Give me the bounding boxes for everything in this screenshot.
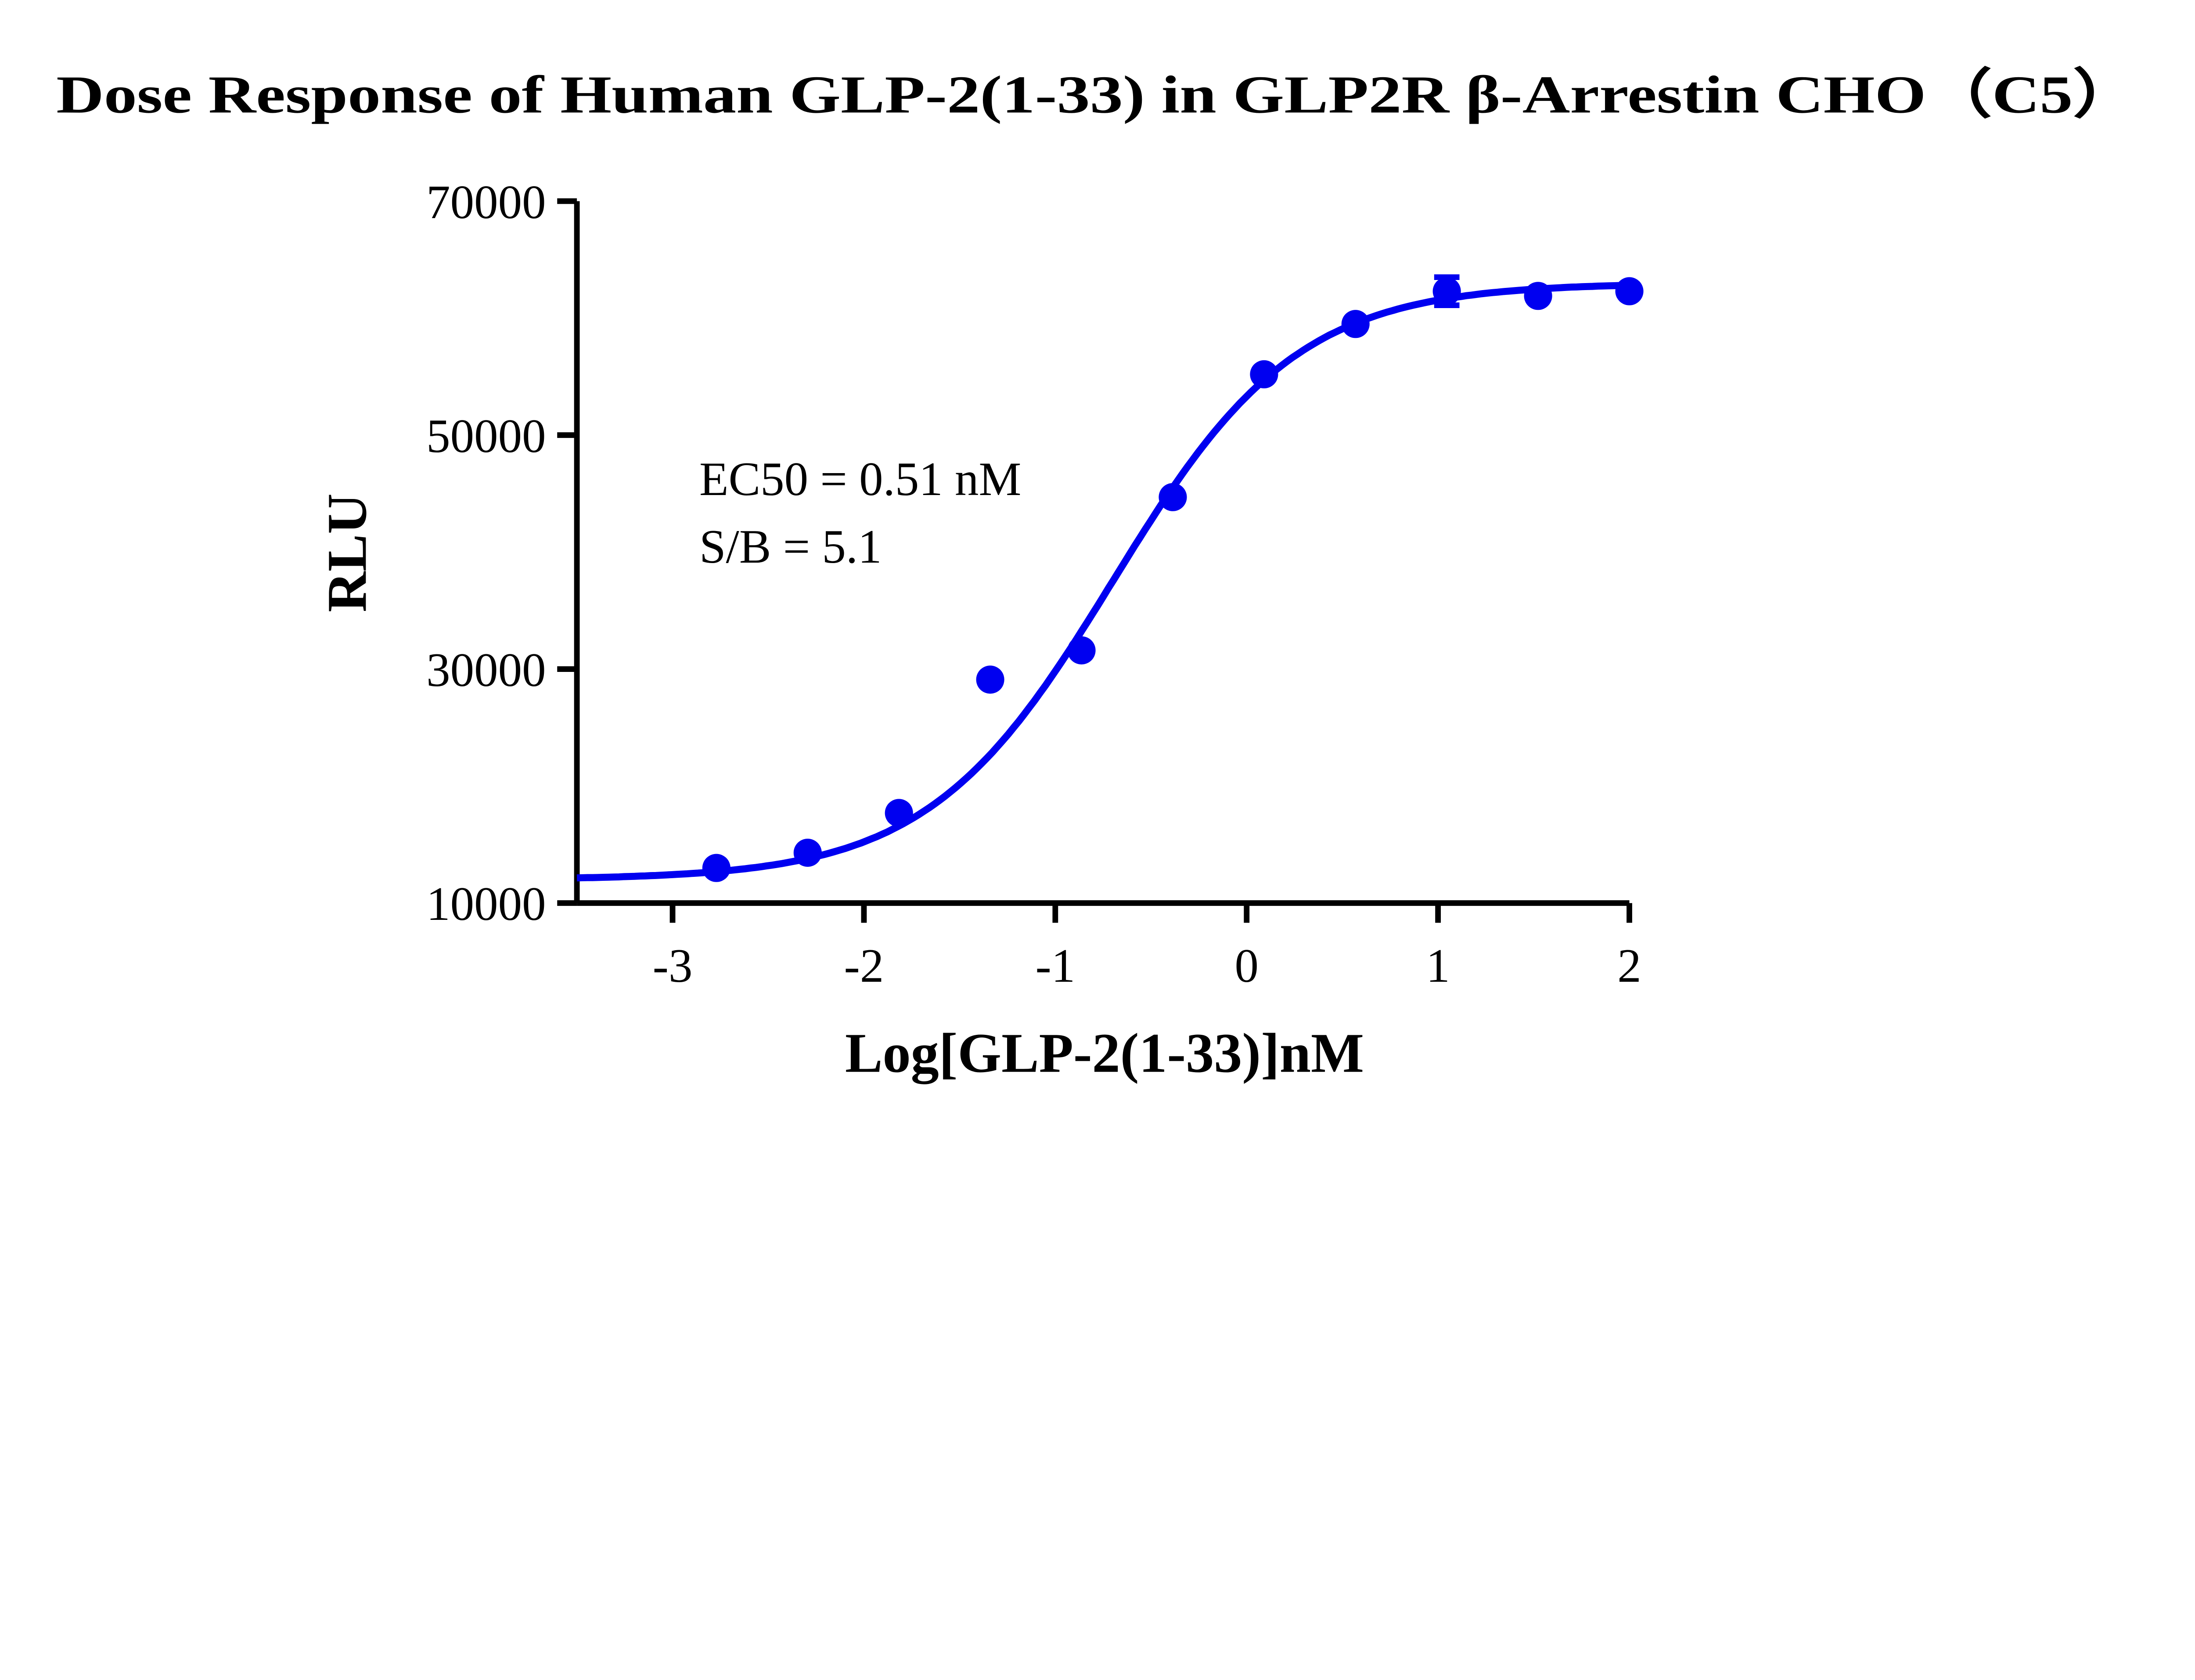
- data-point: [702, 854, 730, 882]
- ec50-annotation: EC50 = 0.51 nM: [699, 452, 1021, 506]
- data-point: [1250, 360, 1278, 388]
- plot-marks: [576, 274, 1644, 882]
- y-axis-label: RLU: [316, 493, 378, 612]
- fit-curve: [576, 281, 1630, 882]
- y-tick-label: 70000: [426, 176, 546, 229]
- y-tick-label: 50000: [426, 409, 546, 463]
- sb-annotation: S/B = 5.1: [699, 520, 882, 573]
- data-point: [885, 799, 913, 827]
- x-tick-label: 2: [1617, 939, 1641, 992]
- x-tick-label: -2: [844, 939, 884, 992]
- axes: -3 -2 -1 0 1 2 10000 30000 50000 70000: [426, 176, 1641, 992]
- data-point: [1524, 282, 1552, 310]
- data-point: [1432, 277, 1461, 305]
- data-point: [1341, 310, 1370, 338]
- y-tick-label: 30000: [426, 643, 546, 696]
- chart-title: Dose Response of Human GLP-2(1-33) in GL…: [56, 65, 2139, 124]
- x-tick-label: 0: [1235, 939, 1259, 992]
- x-tick-label: 1: [1426, 939, 1450, 992]
- data-point: [1159, 483, 1187, 511]
- x-tick-label: -1: [1035, 939, 1075, 992]
- data-point: [793, 839, 822, 867]
- data-point: [1615, 277, 1644, 305]
- x-tick-label: -3: [653, 939, 693, 992]
- data-point: [1067, 636, 1096, 664]
- dose-response-chart: Dose Response of Human GLP-2(1-33) in GL…: [56, 65, 2139, 1084]
- y-tick-label: 10000: [426, 877, 546, 930]
- data-point: [976, 665, 1004, 694]
- x-axis-label: Log[GLP-2(1-33)]nM: [845, 1022, 1364, 1084]
